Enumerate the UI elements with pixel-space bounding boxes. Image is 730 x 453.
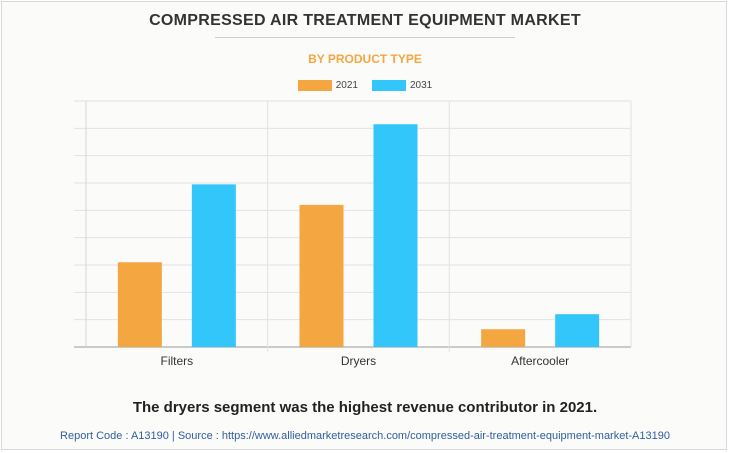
bar-dryers-2021: [299, 204, 344, 347]
bar-aftercooler-2021: [481, 329, 526, 347]
legend-item-2031: 2031: [372, 80, 432, 91]
bar-filters-2031: [191, 184, 236, 347]
legend-label-2021: 2021: [335, 80, 358, 91]
x-tick-label: Aftercooler: [511, 354, 569, 368]
chart-subtitle: BY PRODUCT TYPE: [308, 52, 422, 66]
source-footer: Report Code : A13190 | Source : https://…: [60, 430, 670, 442]
bar-aftercooler-2031: [555, 314, 600, 347]
chart-title: COMPRESSED AIR TREATMENT EQUIPMENT MARKE…: [149, 12, 581, 29]
bar-dryers-2031: [373, 124, 418, 347]
legend-label-2031: 2031: [410, 80, 433, 91]
legend-swatch-2021: [297, 80, 332, 91]
x-tick-label: Filters: [160, 354, 193, 368]
chart-legend: 2021 2031: [0, 80, 730, 91]
bar-filters-2021: [117, 262, 162, 347]
legend-item-2021: 2021: [297, 80, 358, 91]
title-divider: [215, 37, 515, 38]
x-tick-label: Dryers: [341, 354, 376, 368]
chart-caption: The dryers segment was the highest reven…: [132, 399, 598, 416]
legend-swatch-2031: [372, 80, 406, 91]
